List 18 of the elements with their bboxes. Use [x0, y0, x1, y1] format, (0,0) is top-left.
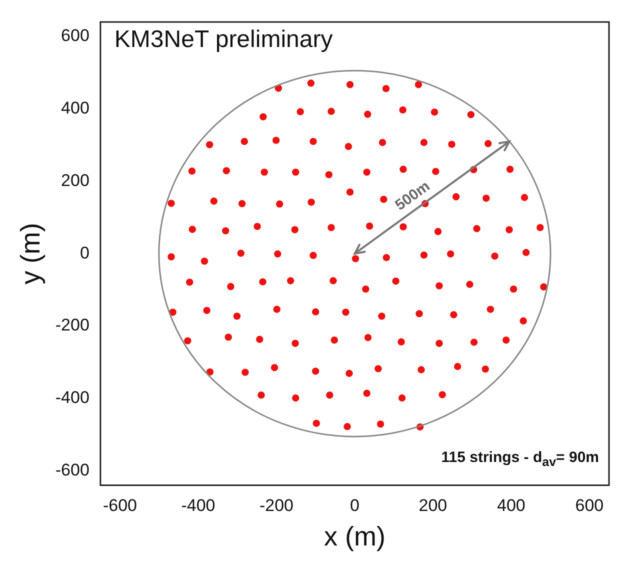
y-tick-label: -400	[55, 388, 90, 408]
chart-title: KM3NeT preliminary	[114, 26, 333, 54]
x-tick-label: -600	[102, 496, 137, 516]
y-tick-label: 600	[61, 26, 90, 46]
y-axis-title: y (m)	[16, 222, 46, 284]
y-tick-label: 400	[61, 98, 90, 118]
y-tick-label: 200	[61, 170, 90, 190]
y-tick-label: 0	[80, 243, 90, 262]
x-tick-label: 600	[575, 496, 604, 516]
x-tick-label: -200	[259, 496, 294, 516]
x-tick-label: -400	[181, 496, 216, 516]
x-axis-title: x (m)	[324, 521, 386, 552]
x-tick-label: 400	[497, 496, 526, 516]
annotation: 115 strings - d$_{av}$= 90m	[441, 449, 599, 470]
y-tick-label: -600	[55, 460, 90, 480]
y-tick-label: -200	[55, 316, 90, 335]
x-tick-label: 200	[418, 496, 448, 516]
x-tick-label: 0	[350, 496, 360, 516]
